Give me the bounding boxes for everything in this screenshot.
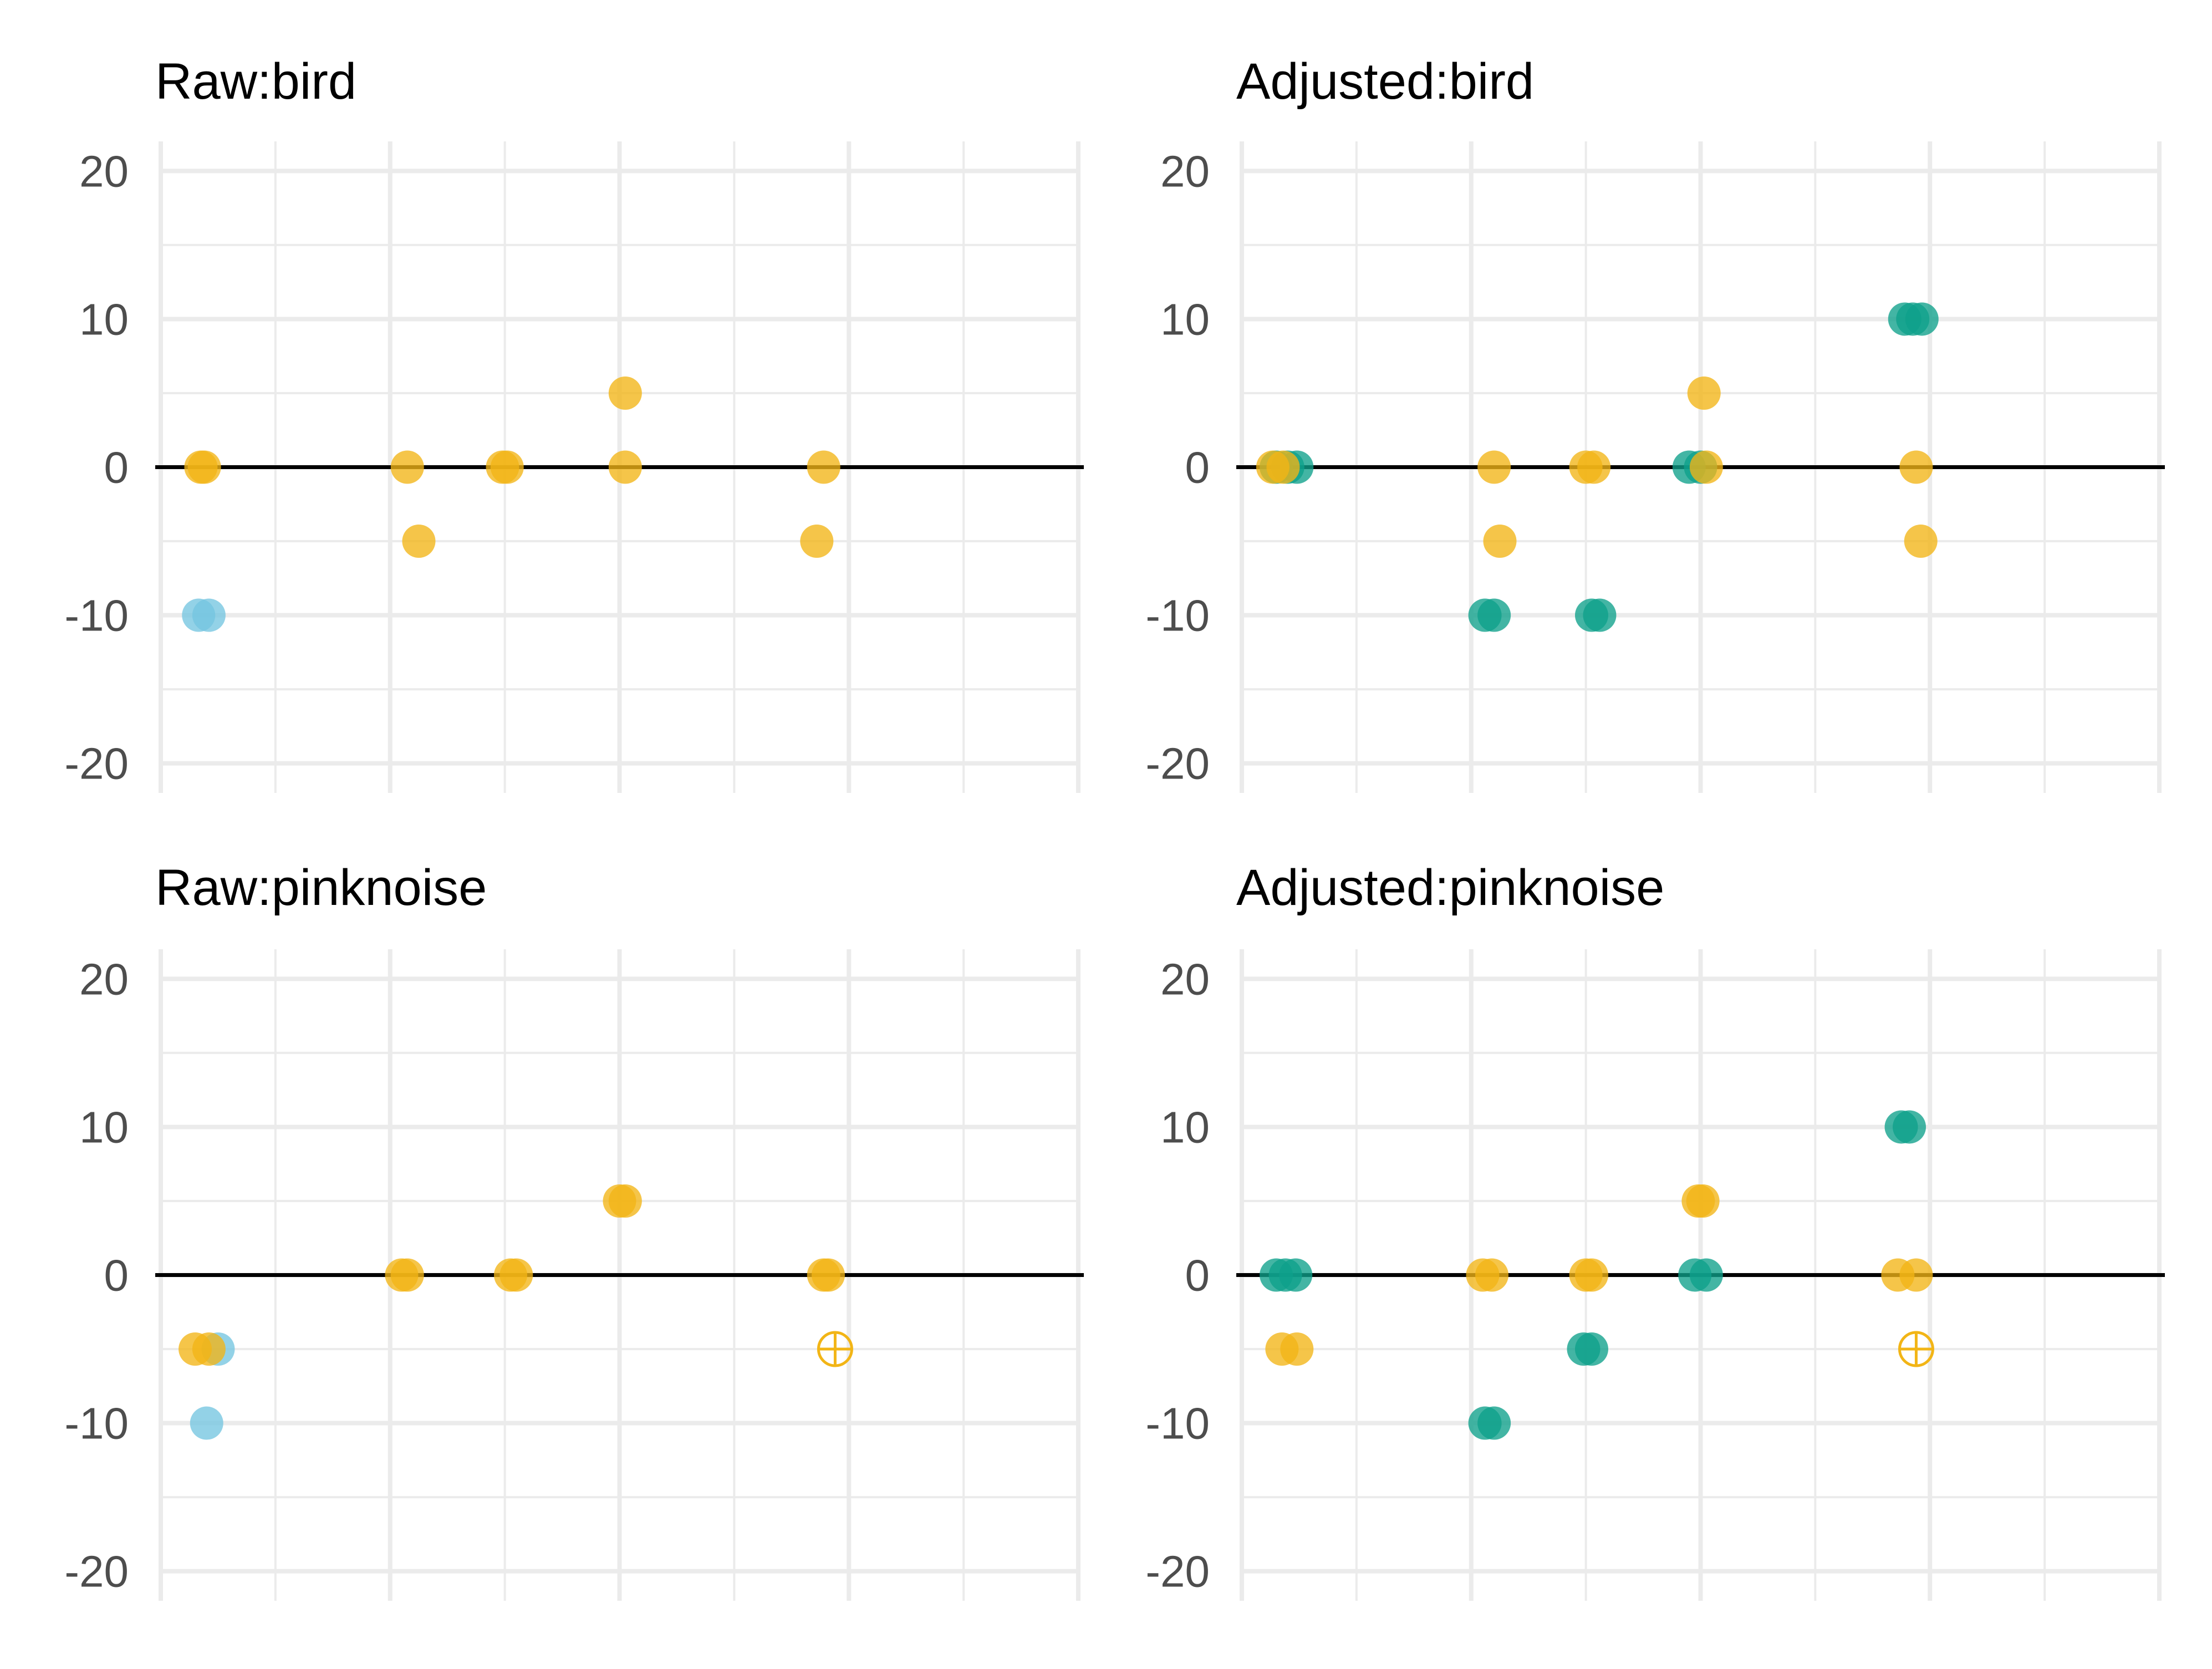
crossed-circle-point	[817, 1331, 853, 1367]
data-point	[1483, 525, 1517, 558]
data-point	[1280, 1332, 1314, 1366]
data-point	[1904, 525, 1938, 558]
data-point	[608, 376, 642, 410]
y-tick-label: 10	[1160, 294, 1210, 344]
data-points	[179, 1184, 853, 1440]
y-tick-label: -10	[1145, 591, 1210, 640]
panel-raw-pinknoise: Raw:pinknoise -20 -10 0 10 20	[64, 859, 1084, 1601]
y-tick-label: 10	[79, 294, 129, 344]
data-point	[800, 525, 834, 558]
data-point	[390, 450, 424, 484]
data-point	[192, 1332, 226, 1366]
data-point	[812, 1258, 845, 1292]
data-point	[608, 450, 642, 484]
data-points	[182, 376, 840, 632]
data-point	[187, 450, 221, 484]
y-tick-label: 20	[1160, 954, 1210, 1004]
data-point	[1574, 1258, 1608, 1292]
y-tick-label: 0	[104, 1251, 129, 1300]
data-point	[1477, 598, 1511, 632]
data-point	[1686, 1184, 1720, 1218]
y-axis: -20 -10 0 10 20	[64, 954, 1084, 1596]
y-tick-label: 10	[79, 1102, 129, 1152]
y-tick-label: -20	[1145, 1547, 1210, 1596]
data-point	[1687, 376, 1721, 410]
panel-adjusted-bird: Adjusted:bird -20 -10 0 10 20	[1145, 53, 2165, 793]
data-point	[608, 1184, 642, 1218]
data-point	[1905, 302, 1939, 336]
y-tick-label: 0	[1185, 443, 1210, 492]
y-tick-label: 20	[1160, 146, 1210, 196]
data-point	[1577, 450, 1611, 484]
data-point	[807, 450, 840, 484]
y-tick-label: -20	[64, 739, 129, 788]
y-axis: -20 -10 0 10 20	[1145, 954, 2165, 1596]
data-point	[192, 598, 226, 632]
data-point	[402, 525, 436, 558]
y-tick-label: -10	[64, 1399, 129, 1448]
panel-title: Raw:bird	[155, 53, 356, 110]
data-point	[1893, 1110, 1926, 1144]
panel-title: Adjusted:pinknoise	[1236, 859, 1664, 916]
y-tick-label: -10	[64, 591, 129, 640]
y-tick-label: -10	[1145, 1399, 1210, 1448]
y-tick-label: 20	[79, 954, 129, 1004]
data-point	[1583, 598, 1617, 632]
panel-title: Adjusted:bird	[1236, 53, 1534, 110]
data-point	[1689, 1258, 1723, 1292]
data-point	[1899, 1258, 1933, 1292]
data-point	[500, 1258, 533, 1292]
panel-title: Raw:pinknoise	[155, 859, 487, 916]
data-point	[1279, 1258, 1313, 1292]
data-point	[490, 450, 524, 484]
panel-adjusted-pinknoise: Adjusted:pinknoise -20 -10 0 10 20	[1145, 859, 2165, 1601]
y-tick-label: -20	[64, 1547, 129, 1596]
y-tick-label: 20	[79, 146, 129, 196]
data-points	[1260, 1110, 1934, 1440]
data-point	[1266, 450, 1300, 484]
y-tick-label: 0	[104, 443, 129, 492]
data-point	[1574, 1332, 1608, 1366]
y-tick-label: 0	[1185, 1251, 1210, 1300]
gridlines	[1240, 141, 2162, 793]
data-point	[390, 1258, 424, 1292]
data-point	[190, 1406, 223, 1440]
data-point	[1477, 450, 1511, 484]
crossed-circle-point	[1898, 1331, 1934, 1367]
y-tick-label: 10	[1160, 1102, 1210, 1152]
panel-raw-bird: Raw:bird -20 -10 0 10 20	[64, 53, 1084, 793]
data-point	[1477, 1406, 1511, 1440]
data-point	[1689, 450, 1723, 484]
data-points	[1256, 302, 1939, 632]
y-tick-label: -20	[1145, 739, 1210, 788]
data-point	[1475, 1258, 1508, 1292]
data-point	[1899, 450, 1933, 484]
